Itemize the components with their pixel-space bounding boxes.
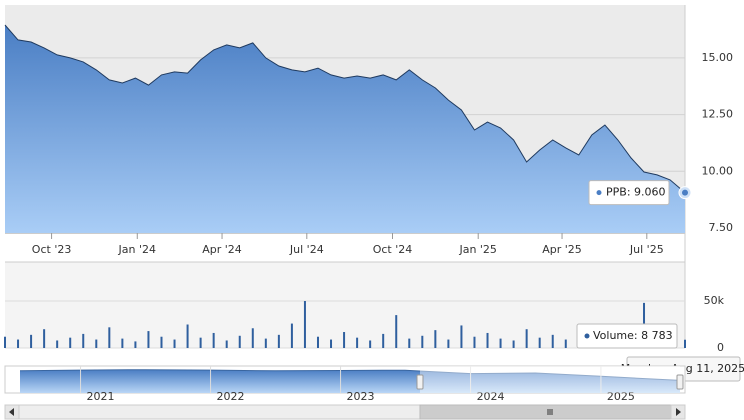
volume-bar	[277, 334, 280, 348]
volume-bar	[17, 339, 20, 348]
volume-bar	[538, 337, 541, 348]
volume-bar	[447, 339, 450, 348]
volume-bar	[684, 339, 686, 348]
x-tick-label: Oct '23	[32, 243, 72, 256]
navigator-mask	[419, 366, 680, 393]
tooltip-bullet	[584, 333, 590, 339]
price-line	[4, 24, 686, 193]
volume-bar	[499, 338, 502, 348]
y-tick-label: 50k	[704, 294, 725, 307]
navigator-handle[interactable]	[676, 374, 684, 390]
volume-bar	[356, 337, 359, 348]
volume-bar	[56, 340, 59, 348]
volume-bar	[225, 340, 228, 348]
volume-bar	[382, 333, 385, 348]
volume-bar	[43, 329, 46, 348]
tooltip-text: PPB: 9.060	[606, 186, 666, 199]
volume-bar	[473, 336, 476, 348]
y-tick-label: 0	[717, 341, 724, 354]
volume-bar	[408, 338, 411, 348]
x-tick-label: Jan '25	[458, 243, 496, 256]
tooltip-text: Volume: 8 783	[593, 329, 673, 342]
volume-bar	[460, 325, 463, 348]
volume-bar	[369, 340, 372, 348]
x-tick-label: Oct '24	[373, 243, 413, 256]
navigator-label: 2022	[217, 390, 245, 403]
tooltip-bullet	[596, 190, 602, 196]
tooltip-dot	[682, 189, 688, 196]
volume-bar	[82, 333, 85, 348]
y-tick-label: 15.00	[702, 51, 734, 64]
volume-bar	[303, 301, 306, 348]
x-tick-label: Jul '25	[629, 243, 664, 256]
tooltip-box	[588, 180, 670, 206]
arrow-right	[676, 408, 681, 416]
volume-bar	[434, 330, 437, 348]
price-area	[5, 25, 685, 233]
volume-bar	[564, 339, 567, 348]
volume-bar	[330, 339, 333, 348]
volume-bar	[30, 334, 33, 348]
volume-bar	[4, 336, 6, 348]
navigator-label: 2025	[607, 390, 635, 403]
volume-bar	[316, 336, 319, 348]
x-tick-label: Jul '24	[289, 243, 324, 256]
volume-bar	[160, 336, 163, 348]
volume-bar	[343, 332, 346, 348]
volume-bar	[525, 329, 528, 348]
tooltip-box	[576, 323, 678, 349]
x-tick-label: Jan '24	[118, 243, 156, 256]
navigator-label: 2023	[347, 390, 375, 403]
volume-bar	[173, 339, 176, 348]
volume-bar	[512, 340, 515, 348]
volume-bar	[134, 341, 137, 348]
volume-bar	[121, 338, 124, 348]
y-tick-label: 12.50	[702, 108, 734, 121]
navigator-label: 2024	[477, 390, 505, 403]
volume-bar	[290, 323, 293, 348]
volume-bar	[421, 335, 424, 348]
volume-bar	[395, 315, 398, 348]
x-tick-label: Apr '25	[542, 243, 582, 256]
x-tick-label: Apr '24	[202, 243, 242, 256]
volume-bar	[147, 331, 150, 348]
navigator-area	[20, 369, 680, 393]
volume-bar	[95, 339, 98, 348]
volume-bar	[199, 337, 202, 348]
navigator-label: 2021	[87, 390, 115, 403]
volume-bar	[486, 332, 489, 348]
y-tick-label: 10.00	[702, 164, 734, 177]
volume-bar	[186, 324, 189, 348]
navigator-handle[interactable]	[416, 374, 424, 390]
volume-bar	[551, 334, 554, 348]
volume-bar	[251, 328, 254, 348]
arrow-left	[9, 408, 14, 416]
volume-bar	[108, 327, 111, 348]
volume-bar	[212, 332, 215, 348]
volume-bar	[264, 338, 267, 348]
volume-bar	[69, 337, 72, 348]
volume-bar	[238, 335, 241, 348]
y-tick-label: 7.50	[709, 221, 734, 234]
